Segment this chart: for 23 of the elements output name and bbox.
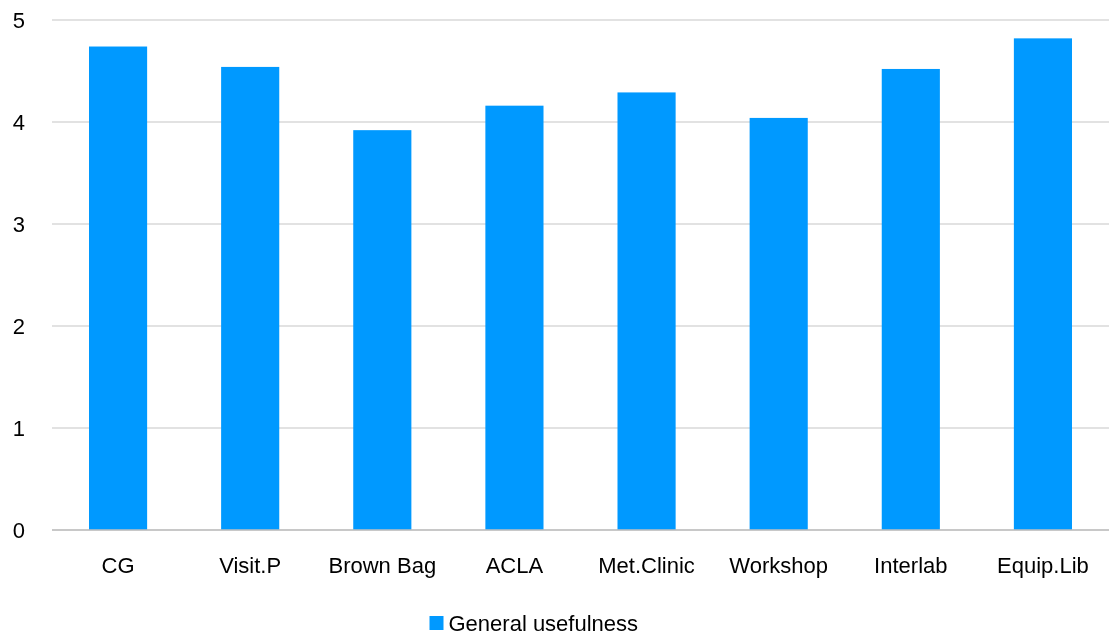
bar [749,117,808,530]
x-tick-label: Brown Bag [328,553,437,578]
x-tick-label: Visit.P [219,553,282,578]
bar [485,105,544,530]
bar [89,46,148,530]
bar [353,130,412,530]
bar [617,92,676,530]
y-tick-label: 1 [12,415,25,441]
bar [221,66,280,530]
x-tick-label: Interlab [874,553,948,578]
y-tick-label: 2 [12,313,25,339]
x-tick-label: CG [101,553,135,578]
bar [881,68,940,530]
x-tick-label: Equip.Lib [997,553,1089,578]
y-tick-label: 4 [12,109,25,135]
y-tick-label: 5 [12,7,25,33]
legend-label: General usefulness [448,610,639,636]
y-tick-label: 3 [12,211,25,237]
y-tick-label: 0 [12,517,25,543]
bar [1013,38,1073,530]
x-tick-label: Met.Clinic [598,553,695,578]
x-tick-label: Workshop [729,553,829,578]
x-tick-label: ACLA [485,553,544,578]
